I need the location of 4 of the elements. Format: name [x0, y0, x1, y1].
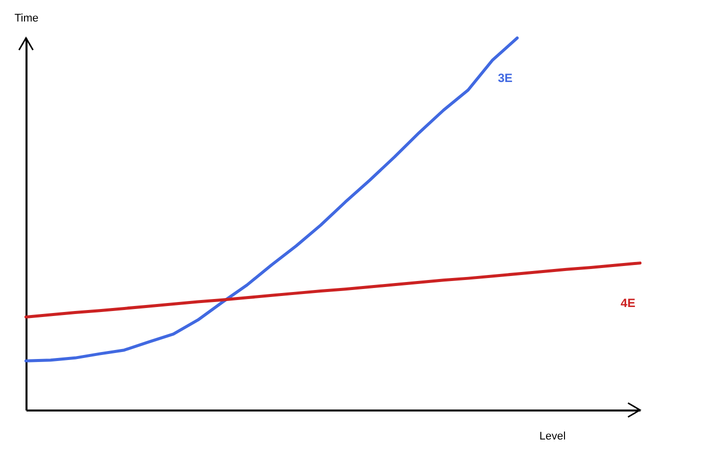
x-axis-title: Level [539, 430, 566, 442]
y-axis-title: Time [14, 12, 39, 24]
series-label: 3E [498, 71, 513, 85]
text: 4E [620, 296, 636, 310]
